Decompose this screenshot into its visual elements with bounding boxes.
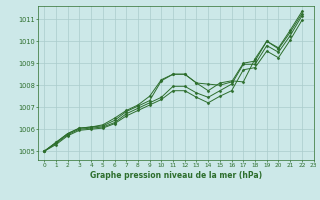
- X-axis label: Graphe pression niveau de la mer (hPa): Graphe pression niveau de la mer (hPa): [90, 171, 262, 180]
